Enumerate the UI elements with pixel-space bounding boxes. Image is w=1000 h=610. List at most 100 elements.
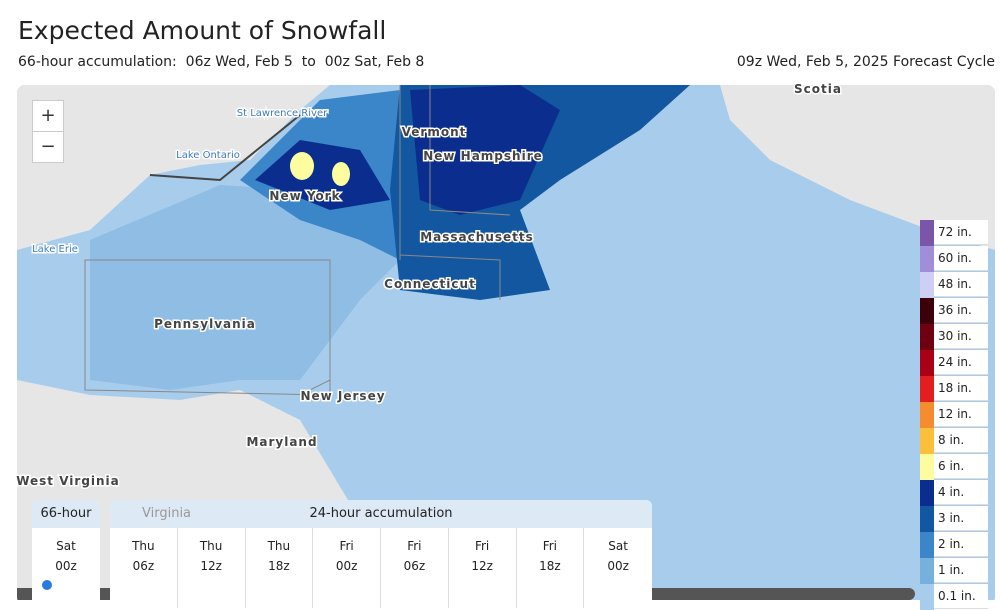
legend-swatch — [920, 532, 934, 558]
hidden-label: Virginia — [142, 506, 192, 521]
legend-item: 12 in. — [920, 402, 988, 428]
legend-label: 0.1 in. — [934, 584, 988, 609]
time: 06z — [403, 559, 426, 573]
legend-item: 72 in. — [920, 220, 988, 246]
legend-swatch — [920, 220, 934, 246]
title: 24-hour accumulation — [309, 506, 453, 521]
time-cell[interactable]: Sat 00z — [584, 528, 652, 608]
subtitle-label: 66-hour accumulation: — [18, 54, 177, 70]
legend-label: 36 in. — [934, 298, 988, 323]
map-label: Pennsylvania — [154, 317, 256, 331]
total-panel: 66-hour Sat 00z — [32, 500, 100, 610]
time: 12z — [471, 559, 493, 573]
legend-label: 48 in. — [934, 272, 988, 297]
legend-item: 48 in. — [920, 272, 988, 298]
land — [17, 85, 330, 250]
time: 00z — [335, 559, 358, 573]
time-cell[interactable]: Fri 18z — [517, 528, 585, 608]
to: to — [301, 54, 316, 70]
time-cell[interactable]: Thu 18z — [246, 528, 314, 608]
legend-item: 6 in. — [920, 454, 988, 480]
map-label: Lake Ontario — [176, 150, 240, 161]
time-cell[interactable]: Thu 12z — [178, 528, 246, 608]
map-label: New Jersey — [300, 389, 385, 403]
legend-swatch — [920, 558, 934, 584]
zoom-out[interactable]: − — [32, 131, 64, 163]
legend-swatch — [920, 350, 934, 376]
legend-label: 3 in. — [934, 506, 988, 531]
snow-area — [410, 85, 560, 215]
time-cell[interactable]: Fri 06z — [381, 528, 449, 608]
legend-item: 18 in. — [920, 376, 988, 402]
time-cell[interactable]: Thu 06z — [110, 528, 178, 608]
legend-swatch — [920, 298, 934, 324]
map-label: New Hampshire — [423, 149, 543, 163]
time: 06z — [132, 559, 155, 573]
legend-swatch — [920, 480, 934, 506]
total-title: 66-hour — [32, 500, 100, 528]
legend-swatch — [920, 376, 934, 402]
legend-item: 30 in. — [920, 324, 988, 350]
map-label: Vermont — [402, 125, 467, 139]
legend-item: 0.1 in. — [920, 584, 988, 610]
day: Thu — [199, 539, 223, 553]
legend-swatch — [920, 402, 934, 428]
legend-label: 4 in. — [934, 480, 988, 505]
legend-label: 1 in. — [934, 558, 988, 583]
legend-item: 3 in. — [920, 506, 988, 532]
legend-swatch — [920, 428, 934, 454]
day: Thu — [267, 539, 291, 553]
legend-swatch — [920, 584, 934, 610]
map-label: Lake Erie — [32, 244, 78, 255]
map-label: Massachusetts — [420, 230, 534, 244]
snow-area — [255, 140, 390, 210]
time: 18z — [268, 559, 290, 573]
subtitle: 66-hour accumulation: 06z Wed, Feb 5 to … — [18, 54, 424, 70]
total-cell[interactable]: Sat 00z — [32, 528, 100, 608]
legend-swatch — [920, 246, 934, 272]
legend-item: 1 in. — [920, 558, 988, 584]
legend-label: 30 in. — [934, 324, 988, 349]
time-cell[interactable]: Fri 00z — [313, 528, 381, 608]
time: 18z — [539, 559, 561, 573]
snow-area — [290, 152, 314, 180]
legend-label: 24 in. — [934, 350, 988, 375]
legend-swatch — [920, 506, 934, 532]
legend-swatch — [920, 272, 934, 298]
map-label: West Virginia — [16, 474, 120, 488]
map-label: New York — [269, 189, 340, 203]
lake — [17, 180, 220, 270]
legend-label: 60 in. — [934, 246, 988, 271]
legend-item: 2 in. — [920, 532, 988, 558]
map-label: Scotia — [794, 82, 842, 96]
time: 00z — [55, 559, 77, 573]
day: Sat — [608, 539, 628, 553]
slider-dot[interactable] — [42, 580, 52, 590]
legend-label: 2 in. — [934, 532, 988, 557]
time-cell[interactable]: Fri 12z — [449, 528, 517, 608]
map-label: St Lawrence River — [237, 108, 328, 119]
legend-label: 72 in. — [934, 220, 988, 245]
day: Sat — [56, 539, 76, 553]
daily-title: Virginia 24-hour accumulation — [110, 500, 652, 528]
legend-item: 4 in. — [920, 480, 988, 506]
day: Thu — [132, 539, 155, 553]
zoom-in[interactable]: + — [32, 100, 64, 132]
legend-item: 60 in. — [920, 246, 988, 272]
day: Fri — [542, 539, 558, 553]
time: 12z — [200, 559, 222, 573]
land — [720, 85, 995, 250]
snow-area — [90, 185, 400, 390]
end: 00z Sat, Feb 8 — [324, 54, 425, 70]
daily-panel: Virginia 24-hour accumulation Thu 06z Thu 12… — [110, 500, 652, 610]
day: Fri — [474, 539, 490, 553]
snow-area — [332, 162, 350, 186]
title: Expected Amount of Snowfall — [18, 16, 387, 45]
legend-label: 8 in. — [934, 428, 988, 453]
forecast-cycle: 09z Wed, Feb 5, 2025 Forecast Cycle — [736, 54, 995, 70]
day: Fri — [339, 539, 354, 553]
legend-label: 18 in. — [934, 376, 988, 401]
map-label: Maryland — [246, 435, 317, 449]
